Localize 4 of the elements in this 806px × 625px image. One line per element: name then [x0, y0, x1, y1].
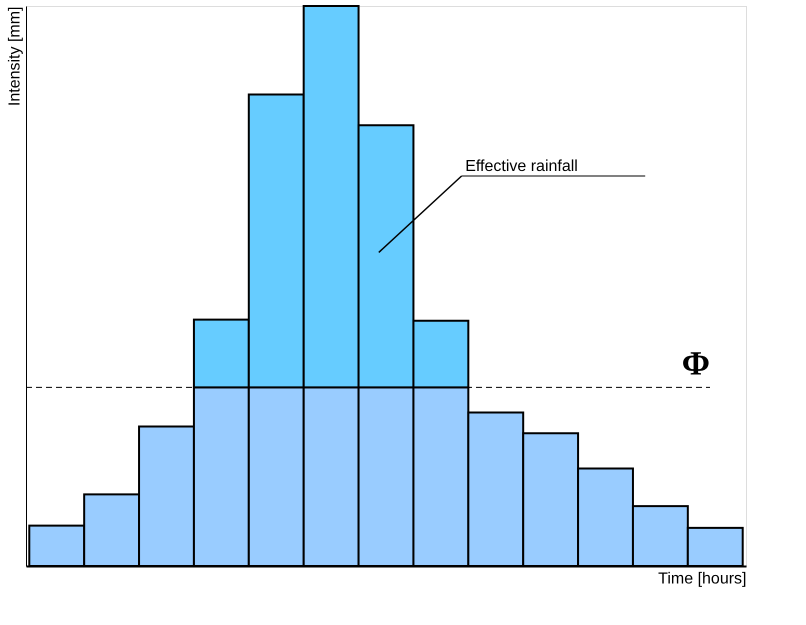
annotation: Effective rainfall — [465, 158, 578, 175]
ref-line-label: Φ — [682, 345, 710, 382]
y-axis-title: Intensity [mm] — [6, 6, 24, 106]
x-axis-title: Time [hours] — [658, 570, 746, 588]
